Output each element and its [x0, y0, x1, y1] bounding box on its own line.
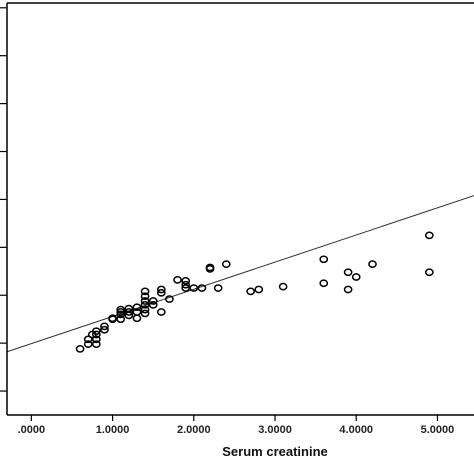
data-point	[181, 280, 191, 289]
data-point	[100, 325, 109, 334]
data-point	[140, 309, 150, 318]
x-tick-label: 3.0000	[258, 424, 292, 436]
y-axis-ticks	[0, 7, 7, 392]
data-point	[83, 335, 93, 344]
data-point	[75, 345, 85, 353]
data-points	[75, 231, 434, 353]
data-point	[246, 287, 256, 296]
data-point	[83, 340, 93, 348]
data-point	[189, 284, 199, 292]
x-tick-label: 4.0000	[339, 424, 373, 436]
x-tick-label: 1.0000	[96, 424, 130, 436]
x-tick-label: .0000	[18, 424, 46, 436]
data-point	[213, 284, 223, 292]
data-point	[181, 277, 191, 285]
data-point	[124, 308, 134, 316]
data-point	[156, 288, 166, 297]
data-point	[116, 315, 126, 324]
data-point	[116, 305, 126, 314]
data-point	[116, 308, 126, 316]
data-point	[343, 285, 353, 294]
data-point	[278, 282, 288, 291]
data-point	[319, 255, 329, 264]
data-point	[91, 330, 101, 339]
data-point	[197, 284, 207, 292]
data-point	[91, 335, 101, 344]
data-point	[156, 285, 166, 294]
x-axis-tick-labels: .0000 1.0000 2.0000 3.0000 4.0000 5.0000	[18, 424, 455, 436]
data-point	[91, 327, 101, 336]
data-point	[319, 279, 329, 288]
data-point	[254, 285, 264, 294]
x-axis-ticks	[30, 415, 439, 421]
data-point	[351, 273, 361, 281]
x-tick-label: 5.0000	[421, 424, 455, 436]
data-point	[148, 297, 158, 305]
data-point	[116, 310, 126, 319]
data-point	[140, 300, 150, 309]
data-point	[132, 308, 142, 316]
x-tick-label: 2.0000	[177, 424, 211, 436]
data-point	[124, 304, 134, 313]
data-point	[148, 300, 158, 309]
data-point	[91, 340, 101, 348]
data-point	[368, 260, 377, 268]
data-point	[165, 295, 174, 303]
data-point	[173, 276, 182, 284]
data-point	[424, 231, 434, 240]
x-axis-title: Serum creatinine	[222, 444, 328, 459]
data-point	[132, 303, 142, 312]
data-point	[100, 322, 109, 331]
data-point	[140, 287, 150, 296]
data-point	[108, 314, 117, 323]
data-point	[156, 308, 166, 316]
data-point	[140, 292, 150, 301]
data-point	[140, 297, 150, 305]
data-point	[140, 305, 150, 314]
data-point	[205, 263, 215, 272]
data-point	[181, 284, 191, 292]
data-point	[343, 268, 353, 277]
data-point	[424, 268, 434, 277]
regression-line	[6, 195, 474, 353]
data-point	[221, 260, 231, 268]
